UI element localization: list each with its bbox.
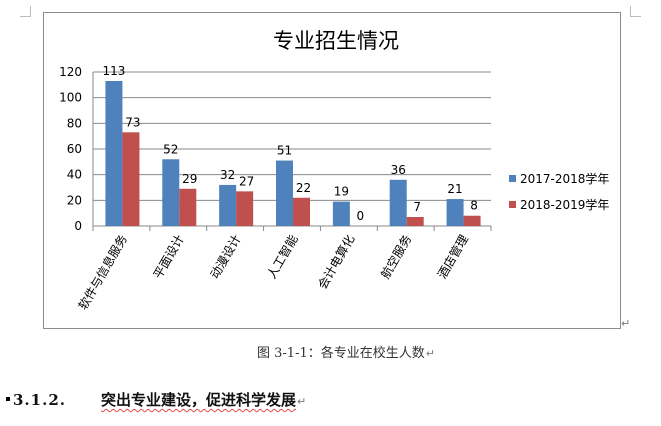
chart-data-labels: 113 52 32 51 19 36 21 73 29 27 22 0 7 8 [102, 64, 477, 223]
chart-bar [332, 201, 350, 226]
data-label: 29 [182, 172, 197, 186]
chart-legend: 2017-2018学年 2018-2019学年 [509, 171, 609, 212]
section-title: 突出专业建设，促进科学发展 [101, 391, 297, 409]
chart-bar [389, 179, 407, 226]
data-label: 36 [391, 163, 406, 177]
data-label: 0 [357, 209, 365, 223]
chart-bar [463, 215, 481, 226]
legend-label: 2017-2018学年 [520, 171, 609, 186]
data-label: 7 [413, 200, 421, 214]
data-label: 19 [334, 185, 349, 199]
chart-bar [293, 197, 310, 226]
chart-bar [179, 188, 197, 226]
x-tick-label: 软件与信息服务 [75, 232, 130, 312]
y-tick-label: 60 [67, 142, 82, 156]
chart-bar [406, 217, 424, 226]
page-corner-mark-top-right [630, 6, 641, 17]
section-heading: 3.1.2. 突出专业建设，促进科学发展↵ [6, 389, 306, 410]
chart-gridlines [93, 71, 491, 201]
x-tick-label: 人工智能 [264, 232, 301, 281]
x-tick-label: 酒店管理 [434, 232, 471, 281]
data-label: 8 [470, 199, 478, 213]
y-tick-label: 20 [67, 193, 82, 207]
x-tick-label: 航空服务 [377, 232, 414, 281]
paragraph-mark: ↵ [297, 395, 307, 408]
list-bullet-icon [6, 397, 10, 401]
chart-bar [446, 199, 464, 226]
chart-bar [276, 160, 293, 226]
y-tick-label: 120 [59, 65, 82, 79]
y-tick-label: 100 [59, 91, 82, 105]
x-tick-label: 平面设计 [151, 233, 187, 282]
data-label: 51 [277, 144, 292, 158]
section-number: 3.1.2. [13, 391, 66, 409]
legend-label: 2018-2019学年 [520, 197, 609, 212]
y-tick-label: 40 [67, 168, 82, 182]
data-label: 73 [125, 115, 140, 129]
embedded-chart[interactable]: 专业招生情况 0 20 40 60 80 100 120 软件与信息服务 平面设计 动漫设计 人工智… [43, 12, 621, 329]
chart-bar [105, 80, 123, 226]
figure-caption: 图 3-1-1：各专业在校生人数↵ [257, 342, 435, 361]
y-tick-label: 0 [74, 219, 82, 233]
y-tick-label: 80 [67, 116, 82, 130]
paragraph-mark: ↵ [621, 317, 631, 330]
page-corner-mark-top-left [20, 6, 31, 17]
data-label: 32 [220, 168, 235, 182]
chart-title: 专业招生情况 [273, 29, 399, 53]
x-tick-label: 会计电算化 [314, 232, 357, 291]
data-label: 22 [296, 181, 311, 195]
chart-bars [105, 80, 481, 226]
data-label: 52 [163, 142, 178, 156]
chart-bar [122, 132, 140, 226]
data-label: 21 [447, 182, 462, 196]
paragraph-mark: ↵ [425, 347, 435, 360]
x-tick-label: 动漫设计 [208, 233, 244, 282]
figure-caption-text: 图 3-1-1：各专业在校生人数 [257, 346, 425, 361]
legend-swatch [509, 175, 516, 182]
data-label: 113 [102, 64, 125, 78]
chart-bar [236, 191, 254, 226]
chart-bar [162, 159, 180, 226]
chart-bar [219, 184, 237, 226]
data-label: 27 [239, 174, 254, 188]
legend-swatch [509, 201, 516, 208]
